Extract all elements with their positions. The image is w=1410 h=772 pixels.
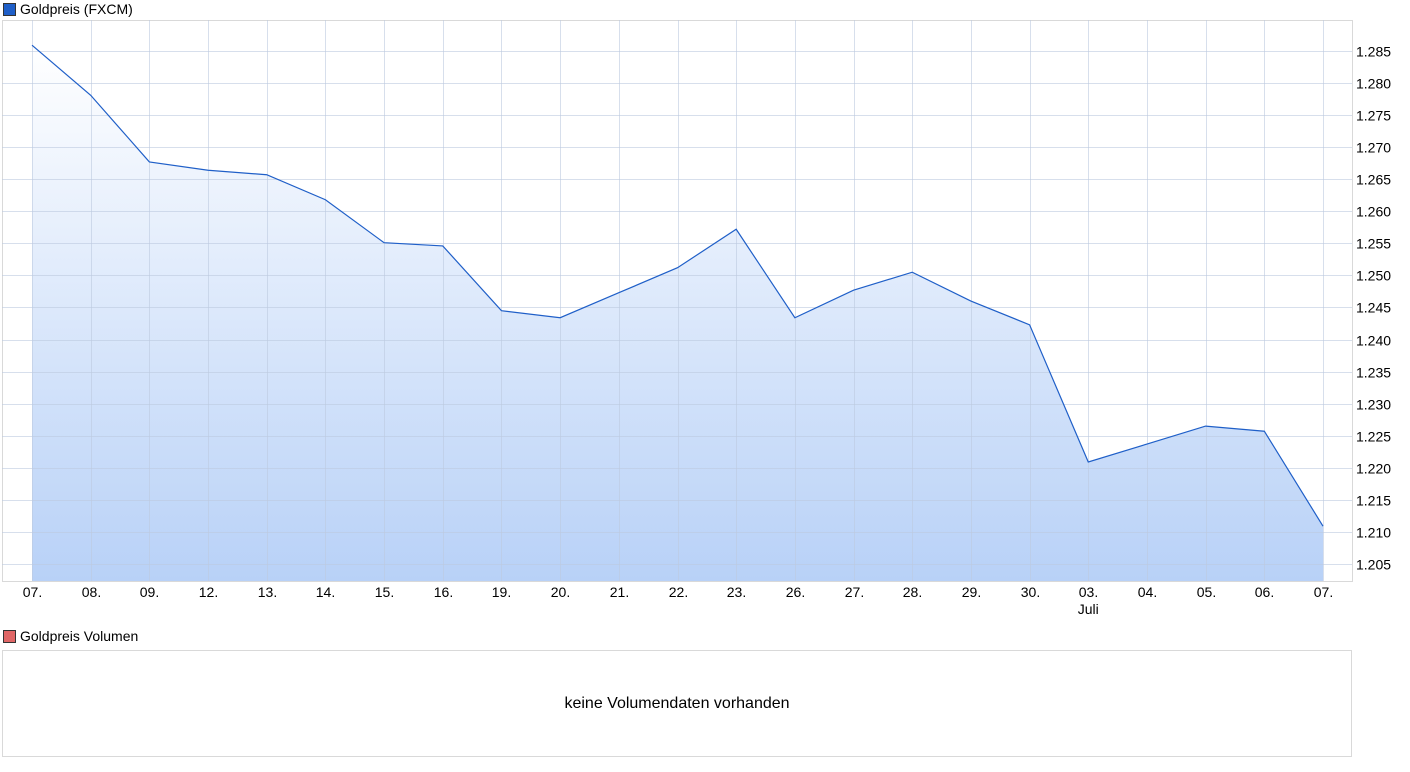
x-tick-label: 07. bbox=[23, 584, 42, 600]
price-point bbox=[89, 94, 92, 97]
y-tick-label: 1.215 bbox=[1356, 493, 1391, 509]
price-legend-swatch bbox=[3, 2, 16, 16]
price-point bbox=[852, 289, 855, 292]
x-tick-label: 23. bbox=[727, 584, 746, 600]
price-legend-label: Goldpreis (FXCM) bbox=[20, 1, 133, 17]
volume-panel: keine Volumendaten vorhanden bbox=[2, 650, 1352, 757]
price-point bbox=[207, 169, 210, 172]
x-tick-label: 08. bbox=[82, 584, 101, 600]
price-point bbox=[969, 300, 972, 303]
x-tick-label: 15. bbox=[375, 584, 394, 600]
price-point bbox=[265, 173, 268, 176]
y-tick-label: 1.270 bbox=[1356, 140, 1391, 156]
y-tick-label: 1.260 bbox=[1356, 204, 1391, 220]
x-tick-label: 19. bbox=[492, 584, 511, 600]
volume-legend: Goldpreis Volumen bbox=[3, 628, 138, 644]
price-point bbox=[1322, 525, 1325, 528]
y-tick-label: 1.220 bbox=[1356, 461, 1391, 477]
x-tick-label: 29. bbox=[962, 584, 981, 600]
price-point bbox=[617, 291, 620, 294]
x-tick-label: 20. bbox=[551, 584, 570, 600]
price-point bbox=[1204, 425, 1207, 428]
y-tick-label: 1.275 bbox=[1356, 108, 1391, 124]
y-tick-label: 1.240 bbox=[1356, 333, 1391, 349]
y-tick-label: 1.280 bbox=[1356, 76, 1391, 92]
y-tick-label: 1.205 bbox=[1356, 557, 1391, 573]
price-point bbox=[735, 228, 738, 231]
price-chart: 1.205 1.210 1.215 1.220 1.225 1.230 1.235 1.240… bbox=[2, 20, 1391, 617]
y-tick-label: 1.285 bbox=[1356, 44, 1391, 60]
y-tick-label: 1.235 bbox=[1356, 365, 1391, 381]
y-tick-label: 1.265 bbox=[1356, 172, 1391, 188]
price-line bbox=[31, 44, 1324, 527]
y-tick-label: 1.255 bbox=[1356, 236, 1391, 252]
x-tick-label: 04. bbox=[1138, 584, 1157, 600]
price-point bbox=[500, 309, 503, 312]
y-tick-label: 1.250 bbox=[1356, 268, 1391, 284]
price-point bbox=[793, 316, 796, 319]
x-tick-label: 28. bbox=[903, 584, 922, 600]
x-tick-label: 30. bbox=[1021, 584, 1040, 600]
y-tick-label: 1.210 bbox=[1356, 525, 1391, 541]
volume-empty-message: keine Volumendaten vorhanden bbox=[564, 694, 790, 712]
price-point bbox=[1263, 430, 1266, 433]
x-tick-label: 14. bbox=[316, 584, 335, 600]
x-tick-label: 06. bbox=[1255, 584, 1274, 600]
x-tick-label: 21. bbox=[610, 584, 629, 600]
price-point bbox=[911, 271, 914, 274]
price-point bbox=[31, 44, 34, 47]
price-point bbox=[441, 244, 444, 247]
x-tick-label: 03. bbox=[1079, 584, 1098, 600]
volume-legend-swatch bbox=[3, 629, 16, 643]
price-legend: Goldpreis (FXCM) bbox=[3, 1, 133, 17]
y-tick-label: 1.225 bbox=[1356, 429, 1391, 445]
volume-legend-label: Goldpreis Volumen bbox=[20, 628, 139, 644]
x-tick-label: 05. bbox=[1197, 584, 1216, 600]
price-point bbox=[324, 198, 327, 201]
price-point bbox=[559, 316, 562, 319]
price-point bbox=[1028, 323, 1031, 326]
price-area-fill bbox=[32, 45, 1323, 582]
y-tick-label: 1.230 bbox=[1356, 397, 1391, 413]
price-point bbox=[148, 160, 151, 163]
price-point bbox=[383, 241, 386, 244]
x-tick-label: 22. bbox=[669, 584, 688, 600]
price-point bbox=[1087, 461, 1090, 464]
price-point bbox=[1145, 443, 1148, 446]
month-label: Juli bbox=[1078, 601, 1099, 617]
x-tick-label: 13. bbox=[258, 584, 277, 600]
price-point bbox=[676, 266, 679, 269]
x-tick-label: 09. bbox=[140, 584, 159, 600]
x-tick-label: 16. bbox=[434, 584, 453, 600]
x-tick-label: 26. bbox=[786, 584, 805, 600]
x-tick-label: 27. bbox=[845, 584, 864, 600]
y-tick-label: 1.245 bbox=[1356, 300, 1391, 316]
x-tick-label: 12. bbox=[199, 584, 218, 600]
x-tick-label: 07. bbox=[1314, 584, 1333, 600]
